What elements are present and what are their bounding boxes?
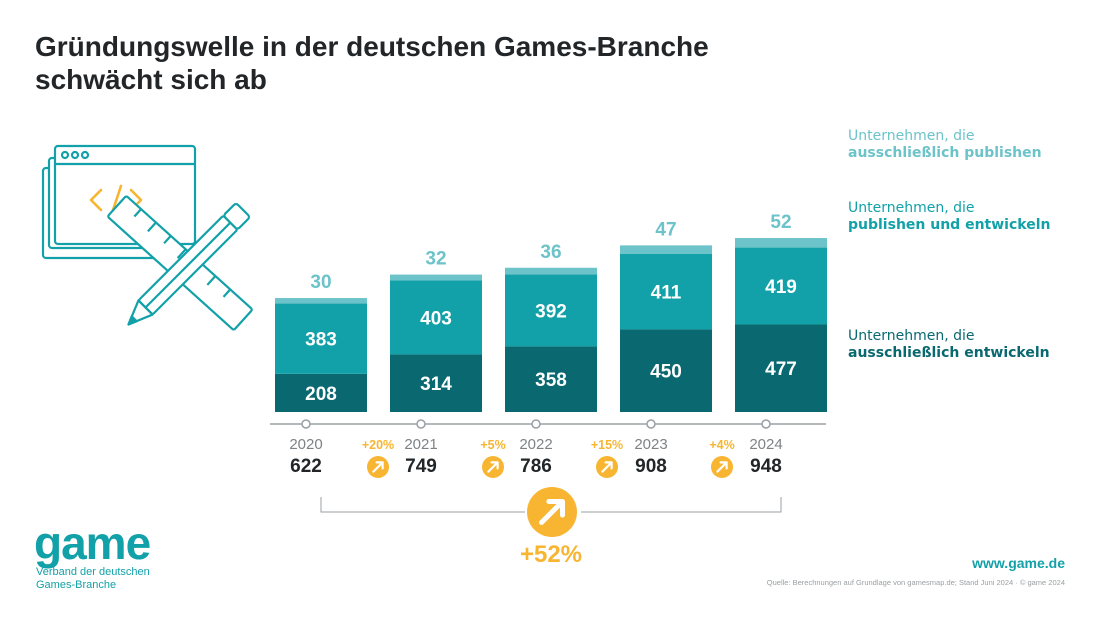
legend-item-publish-only: Unternehmen, die ausschließlich publishe… [848,128,1042,162]
website-link[interactable]: www.game.de [972,555,1065,571]
chart-title-line-1: Gründungswelle in der deutschen Games-Br… [35,31,709,62]
source-note: Quelle: Berechnungen auf Grundlage von g… [766,578,1065,587]
arrow-up-right-icon [372,461,384,473]
total-label: 786 [520,456,552,477]
pencil-ruler-icon [107,195,253,331]
game-logo: game [34,517,151,569]
bar-segment-publish-and-develop [620,254,712,330]
overall-growth-label: +52% [520,541,582,568]
bar-value-label: 403 [420,308,452,329]
overall-growth-bracket [320,497,782,513]
x-tick-label: 2023 [634,436,667,453]
bar-value-label: 358 [535,370,567,391]
chart-title-line-2: schwächt sich ab [35,64,267,95]
arrow-up-right-icon [539,499,565,525]
legend-label-line-2: ausschließlich publishen [848,145,1042,161]
arrow-up-right-icon [487,461,499,473]
legend-label-line-2: publishen und entwickeln [848,217,1051,233]
axis-tick-marker [301,419,311,429]
growth-label: +4% [709,438,734,452]
bar-segment-develop-only [275,373,367,412]
legend-item-publish-and-develop: Unternehmen, die publishen und entwickel… [848,200,1050,234]
legend-label-line-2: ausschließlich entwickeln [848,345,1050,361]
bar-value-label: 450 [650,362,682,383]
bar-segment-publish-and-develop [505,274,597,347]
growth-label: +20% [362,438,394,452]
bar-segment-develop-only [620,329,712,412]
bar-value-label: 47 [655,219,676,240]
bar-value-label: 383 [305,330,337,351]
total-label: 749 [405,456,437,477]
legend-label-line-1: Unternehmen, die [848,200,975,216]
bar-value-label: 392 [535,301,567,322]
total-label: 948 [750,456,782,477]
x-tick-label: 2024 [749,436,782,453]
bar-value-label: 411 [651,283,682,304]
bar-segment-develop-only [735,324,827,412]
bar-segment-publish-only [505,267,597,275]
bar-value-label: 32 [425,249,446,270]
growth-label: +15% [591,438,623,452]
x-tick-label: 2022 [519,436,552,453]
bar-value-label: 314 [420,374,452,395]
bar-value-label: 477 [765,359,797,380]
bar-value-label: 52 [770,212,791,233]
bar-segment-publish-only [390,274,482,281]
total-label: 908 [635,456,667,477]
x-tick-label: 2021 [404,436,437,453]
legend-label-line-1: Unternehmen, die [848,328,975,344]
bar-segment-publish-only [275,298,367,304]
bar-segment-publish-and-develop [390,280,482,355]
organization-name-line-2: Games-Branche [36,579,117,591]
arrow-up-right-icon [716,461,728,473]
axis-tick-marker [531,419,541,429]
bar-segment-publish-and-develop [275,303,367,374]
bar-value-label: 208 [305,384,337,405]
bar-segment-develop-only [390,354,482,412]
growth-label: +5% [480,438,505,452]
legend-label-line-1: Unternehmen, die [848,128,975,144]
bar-value-label: 30 [310,272,331,293]
legend-item-develop-only: Unternehmen, die ausschließlich entwicke… [848,328,1050,362]
axis-tick-marker [416,419,426,429]
bar-value-label: 419 [765,277,797,298]
chart-title: Gründungswelle in der deutschen Games-Br… [35,30,709,96]
bar-value-label: 36 [540,242,561,263]
browser-code-icon [41,144,253,331]
bar-segment-develop-only [505,346,597,412]
x-tick-label: 2020 [289,436,322,453]
axis-tick-marker [646,419,656,429]
organization-name-line-1: Verband der deutschen [36,566,150,578]
bar-segment-publish-and-develop [735,247,827,325]
bar-segment-publish-only [620,245,712,255]
bar-segment-publish-only [735,238,827,248]
total-label: 622 [290,456,322,477]
arrow-up-right-icon [601,461,613,473]
axis-tick-marker [761,419,771,429]
organization-name: Verband der deutschen Games-Branche [36,566,150,592]
